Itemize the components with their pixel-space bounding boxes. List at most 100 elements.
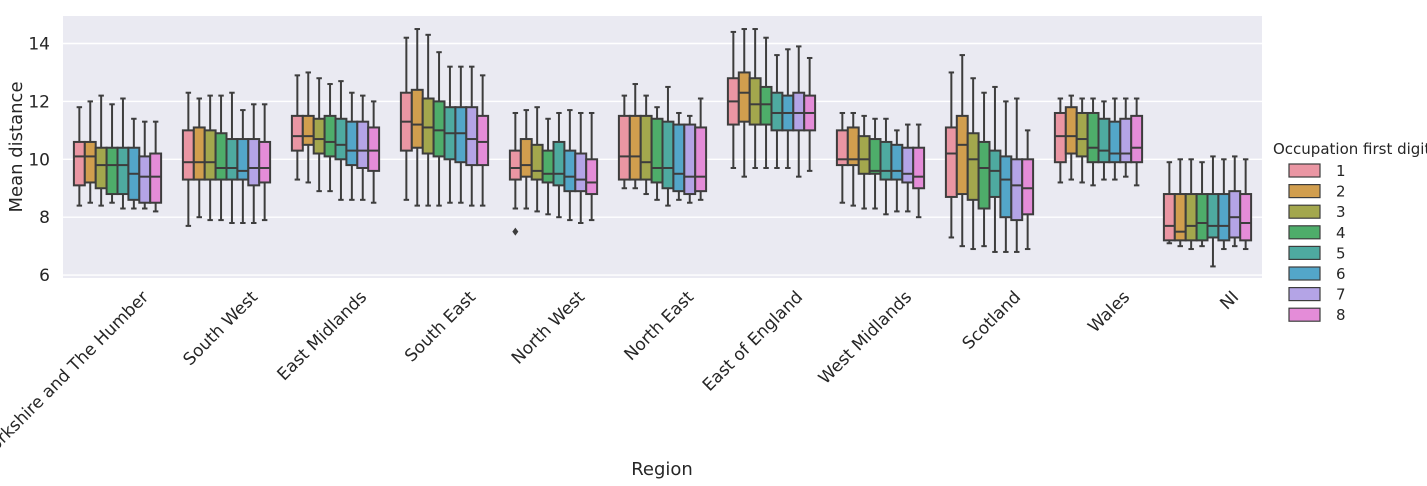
- box-3: [530, 106, 544, 213]
- box-body: [454, 106, 468, 164]
- box-body: [868, 138, 882, 175]
- box-body: [367, 126, 381, 172]
- box-body: [1010, 158, 1024, 222]
- legend-swatch: [1288, 184, 1321, 199]
- legend-swatch: [1288, 204, 1321, 219]
- box-body: [650, 117, 664, 184]
- box-8: [476, 74, 490, 207]
- box-body: [1162, 193, 1176, 242]
- box-body: [1119, 117, 1133, 164]
- box-body: [1173, 193, 1187, 242]
- box-body: [192, 126, 206, 181]
- x-tick-label: South East: [401, 287, 480, 366]
- box-4: [323, 83, 337, 193]
- box-body: [203, 129, 217, 181]
- box-8: [585, 111, 599, 222]
- box-group: [399, 28, 490, 207]
- box-group: [944, 54, 1035, 253]
- box-3: [748, 28, 762, 169]
- box-body: [552, 140, 566, 187]
- legend-swatch: [1288, 163, 1321, 178]
- y-axis-title: Mean distance: [6, 81, 27, 212]
- box-body: [290, 114, 304, 152]
- box-body: [1239, 193, 1253, 242]
- box-body: [1108, 120, 1122, 164]
- x-tick-label: West Midlands: [815, 287, 916, 388]
- x-tick-label: Scotland: [959, 287, 1025, 353]
- legend-label: 6: [1336, 265, 1346, 283]
- box-body: [1021, 158, 1035, 216]
- box-group: [726, 28, 817, 178]
- box-8: [1239, 158, 1253, 251]
- box-body: [105, 146, 119, 196]
- legend-label: 2: [1336, 183, 1346, 201]
- box-body: [988, 149, 1002, 198]
- box-8: [912, 123, 926, 219]
- box-7: [683, 114, 697, 204]
- box-body: [258, 140, 272, 184]
- box-body: [345, 120, 359, 167]
- x-tick-label: North West: [508, 287, 589, 368]
- legend-label: 1: [1336, 162, 1346, 180]
- box-group: [1053, 94, 1144, 187]
- box-2: [737, 28, 751, 178]
- box-body: [879, 140, 893, 181]
- box-6: [672, 111, 686, 201]
- box-body: [966, 132, 980, 201]
- box-body: [1217, 193, 1231, 242]
- box-body: [181, 129, 195, 181]
- y-tick-label: 6: [39, 266, 50, 286]
- legend-label: 4: [1336, 224, 1346, 242]
- x-tick-label: East of England: [699, 287, 807, 395]
- box-5: [552, 111, 566, 219]
- box-body: [563, 149, 577, 193]
- legend-items: 1 2 3 4 5 6 7 8: [1288, 162, 1346, 324]
- box-body: [323, 114, 337, 158]
- box-group: [181, 91, 272, 227]
- box-body: [410, 88, 424, 149]
- box-body: [770, 91, 784, 132]
- x-tick-label: East Midlands: [274, 287, 372, 385]
- box-body: [1130, 114, 1144, 164]
- box-body: [857, 135, 871, 175]
- box-4: [432, 51, 446, 207]
- legend-swatch: [1288, 225, 1321, 240]
- box-3: [966, 77, 980, 251]
- legend-swatch: [1288, 266, 1321, 281]
- box-body: [1053, 111, 1067, 164]
- box-2: [301, 71, 315, 184]
- legend-swatch: [1288, 287, 1321, 302]
- box-body: [334, 117, 348, 161]
- box-body: [149, 152, 163, 204]
- box-body: [247, 138, 261, 187]
- box-body: [83, 140, 97, 184]
- x-tick-label: North East: [621, 287, 699, 365]
- box-body: [465, 106, 479, 167]
- box-body: [1064, 106, 1078, 155]
- box-7: [1010, 97, 1024, 253]
- box-body: [999, 155, 1013, 219]
- box-body: [541, 149, 555, 184]
- y-tick-label: 8: [39, 208, 50, 228]
- box-group: [290, 71, 381, 204]
- box-body: [1228, 190, 1242, 239]
- y-tick-labels: 6 8 10 12 14: [28, 35, 50, 287]
- x-tick-label: Yorkshire and The Humber: [0, 287, 153, 461]
- box-body: [694, 126, 708, 193]
- box-4: [214, 94, 228, 222]
- box-body: [530, 143, 544, 181]
- box-body: [432, 100, 446, 158]
- box-body: [421, 97, 435, 155]
- box-body: [737, 71, 751, 123]
- legend-label: 8: [1336, 306, 1346, 324]
- box-8: [367, 100, 381, 204]
- y-tick-label: 12: [28, 92, 50, 112]
- box-group: [617, 83, 708, 207]
- box-body: [1184, 193, 1198, 242]
- box-1: [617, 94, 631, 190]
- outlier-point: [512, 227, 519, 236]
- box-body: [639, 114, 653, 181]
- box-body: [94, 146, 108, 190]
- box-6: [236, 109, 250, 224]
